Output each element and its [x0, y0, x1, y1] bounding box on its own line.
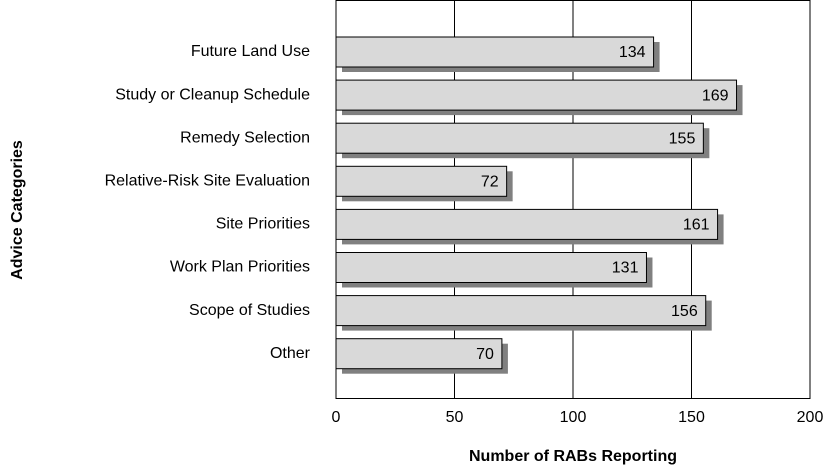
- data-label: 72: [481, 174, 499, 191]
- y-tick-label: Relative-Risk Site Evaluation: [105, 173, 310, 190]
- x-axis-label: Number of RABs Reporting: [469, 448, 677, 465]
- bar: [335, 122, 704, 154]
- x-tick-label: 150: [678, 409, 705, 426]
- data-label: 134: [619, 44, 646, 61]
- x-tick-label: 200: [797, 409, 824, 426]
- y-tick-label: Remedy Selection: [180, 129, 310, 146]
- bar: [335, 208, 719, 240]
- y-tick-label: Scope of Studies: [189, 302, 310, 319]
- data-label: 70: [476, 346, 494, 363]
- y-tick-label: Future Land Use: [191, 43, 310, 60]
- x-tick-label: 0: [332, 409, 341, 426]
- data-label: 131: [612, 260, 639, 277]
- y-tick-label: Study or Cleanup Schedule: [115, 86, 310, 103]
- bar: [335, 165, 508, 197]
- bar: [335, 252, 647, 283]
- y-tick-label: Site Priorities: [216, 216, 310, 233]
- bar: [335, 338, 503, 370]
- data-label: 155: [669, 130, 696, 147]
- data-label: 169: [702, 87, 729, 104]
- y-tick-label: Other: [270, 345, 311, 362]
- y-axis-label: Advice Categories: [9, 140, 26, 280]
- bar: [335, 79, 738, 111]
- data-label: 156: [671, 303, 698, 320]
- bar: [335, 295, 707, 327]
- x-tick-label: 50: [446, 409, 464, 426]
- x-tick-label: 100: [560, 409, 587, 426]
- data-label: 161: [683, 217, 710, 234]
- bar: [335, 36, 655, 68]
- y-tick-label: Work Plan Priorities: [170, 259, 310, 276]
